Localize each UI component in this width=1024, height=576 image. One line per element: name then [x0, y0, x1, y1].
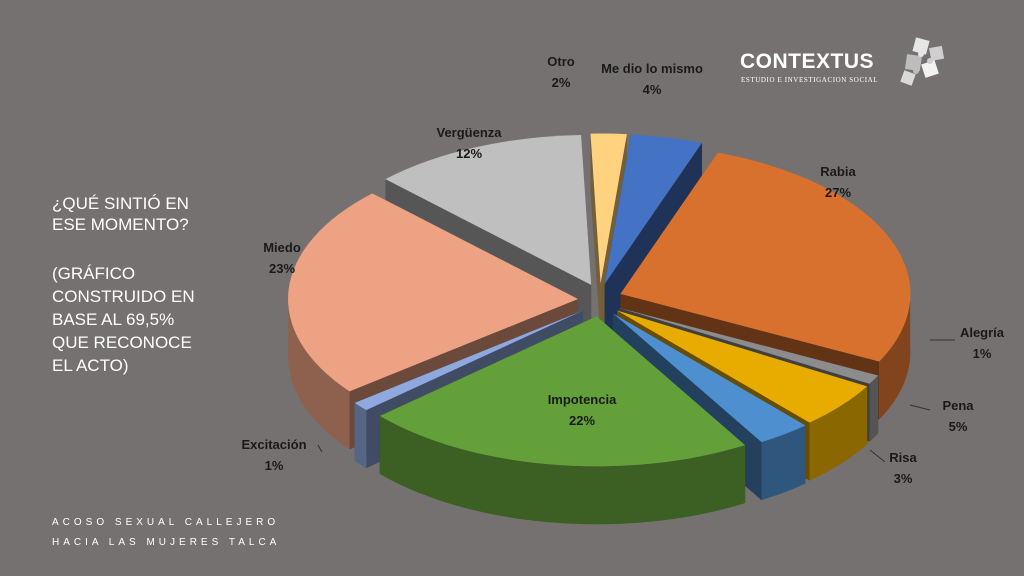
leader-line	[869, 449, 886, 463]
pie-labels: Me dio lo mismo 4% Rabia 27% Alegría 1% Pena 5%…	[241, 54, 1004, 486]
slice-value-rabia: 27%	[825, 185, 851, 200]
slice-value-miedo: 23%	[269, 261, 295, 276]
puzzle-icon	[900, 37, 945, 86]
pie-slices	[288, 133, 911, 525]
footer-line-2: HACIA LAS MUJERES TALCA	[52, 537, 281, 548]
slice-value-me-dio-lo-mismo: 4%	[643, 82, 662, 97]
slice-name-vergüenza: Vergüenza	[436, 125, 502, 140]
slice-value-pena: 5%	[949, 419, 968, 434]
slice-name-miedo: Miedo	[263, 240, 301, 255]
chart-note: (GRÁFICO CONSTRUIDO EN BASE AL 69,5% QUE…	[52, 264, 195, 375]
slice-name-excitación: Excitación	[241, 437, 306, 452]
slice-name-rabia: Rabia	[820, 164, 856, 179]
logo-name: CONTEXTUS	[740, 50, 875, 73]
slice-name-risa: Risa	[889, 450, 917, 465]
pie-slice-impotencia	[379, 316, 746, 525]
slice-name-impotencia: Impotencia	[548, 392, 617, 407]
slice-value-impotencia: 22%	[569, 413, 595, 428]
contextus-logo: CONTEXTUS ESTUDIO E INVESTIGACION SOCIAL	[740, 37, 960, 100]
slice-value-excitación: 1%	[265, 458, 284, 473]
slice-value-alegría: 1%	[973, 346, 992, 361]
slice-value-otro: 2%	[552, 75, 571, 90]
slice-name-alegría: Alegría	[960, 325, 1005, 340]
slice-value-risa: 3%	[894, 471, 913, 486]
logo-tagline: ESTUDIO E INVESTIGACION SOCIAL	[741, 76, 879, 84]
slice-name-me-dio-lo-mismo: Me dio lo mismo	[601, 61, 703, 76]
slice-name-otro: Otro	[547, 54, 575, 69]
footer-line-1: ACOSO SEXUAL CALLEJERO	[52, 517, 280, 528]
leader-line	[317, 444, 323, 453]
slice-name-pena: Pena	[942, 398, 974, 413]
chart-question: ¿QUÉ SINTIÓ EN ESE MOMENTO?	[52, 194, 189, 234]
slice-value-vergüenza: 12%	[456, 146, 482, 161]
leader-line	[909, 404, 931, 411]
